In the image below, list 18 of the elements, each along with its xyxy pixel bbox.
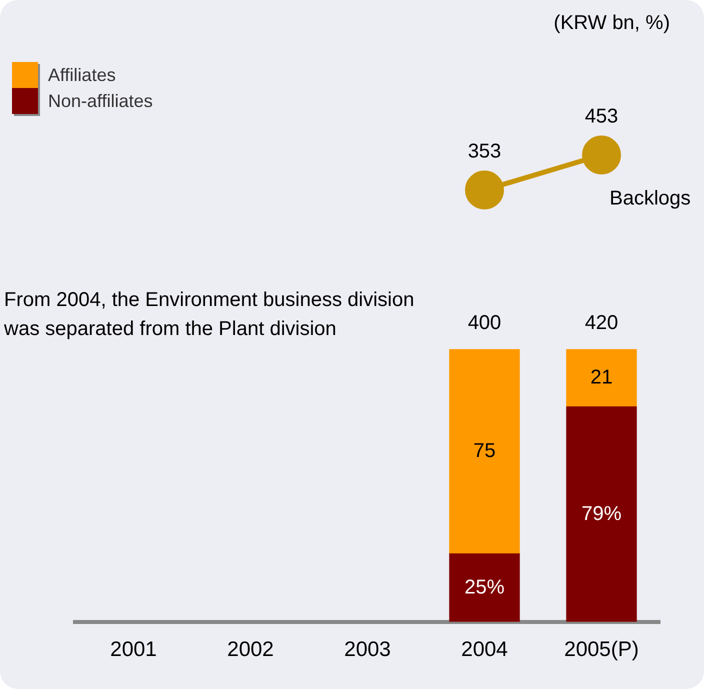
data-label: 79% — [581, 502, 622, 525]
x-tick-label: 2001 — [110, 638, 157, 662]
x-tick-label: 2003 — [344, 638, 391, 662]
data-label: 453 — [584, 106, 618, 128]
x-tick-label: 2002 — [227, 638, 274, 662]
data-label: 21 — [590, 366, 613, 389]
series-label: Backlogs — [610, 188, 691, 210]
data-label: 353 — [468, 140, 502, 163]
x-tick-label: 2004 — [461, 638, 508, 662]
text: (KRW bn, %) — [554, 12, 670, 35]
data-label: 75 — [473, 440, 496, 462]
annotation: 420 — [584, 312, 618, 334]
x-tick-label: 2005(P) — [564, 638, 639, 662]
legend-label: Non-affiliates — [48, 90, 153, 112]
annotation: 400 — [468, 312, 502, 334]
data-label: 25% — [464, 576, 505, 598]
legend-label: Affiliates — [48, 64, 116, 86]
text: From 2004, the Environment business division was separated from the Plant division — [4, 288, 416, 342]
